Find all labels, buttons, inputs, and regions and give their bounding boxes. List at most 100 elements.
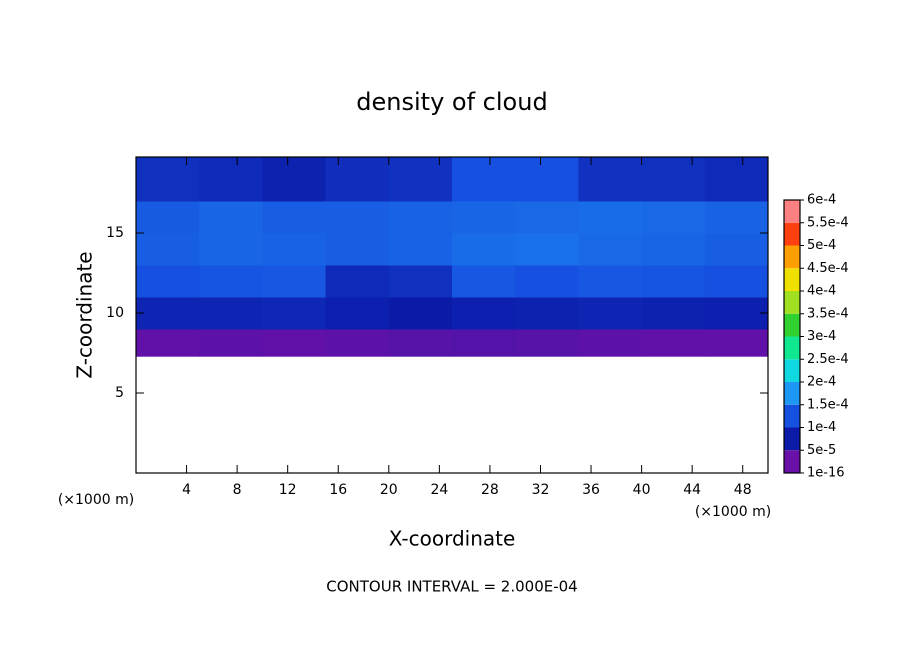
x-tick-label: 44	[683, 482, 701, 498]
contour-cell	[262, 201, 327, 234]
x-tick-label: 24	[430, 482, 448, 498]
contour-cell	[704, 329, 769, 357]
contour-cell	[578, 297, 643, 330]
x-unit-label: (×1000 m)	[695, 504, 771, 520]
contour-cell	[515, 329, 579, 357]
colorbar-band	[784, 313, 800, 337]
colorbar-band	[784, 404, 800, 428]
contour-cell	[388, 233, 453, 266]
contour-cell	[515, 157, 579, 202]
colorbar-band	[784, 222, 800, 246]
contour-cell	[262, 329, 327, 357]
colorbar-label: 4e-4	[807, 284, 836, 299]
contour-cell	[325, 329, 390, 357]
contour-cell	[578, 201, 643, 234]
x-tick-label: 8	[233, 482, 242, 498]
x-tick-label: 20	[380, 482, 398, 498]
colorbar-label: 3.5e-4	[807, 306, 849, 321]
colorbar-label: 1e-16	[807, 466, 845, 481]
contour-cell	[325, 265, 390, 298]
contour-cell	[704, 157, 769, 202]
contour-cell	[452, 201, 516, 234]
contour-cell	[136, 297, 200, 330]
contour-cell	[452, 157, 516, 202]
contour-cell	[199, 265, 263, 298]
x-unit-label: (×1000 m)	[58, 492, 134, 508]
colorbar-label: 3e-4	[807, 329, 836, 344]
colorbar-label: 5.5e-4	[807, 215, 849, 230]
contour-cell	[136, 233, 200, 266]
y-tick-label: 15	[106, 225, 124, 241]
y-axis-label: Z-coordinate	[73, 251, 97, 378]
contour-cell	[199, 329, 263, 357]
x-tick-label: 48	[734, 482, 752, 498]
contour-cell	[452, 329, 516, 357]
contour-cell	[262, 157, 327, 202]
contour-cell	[704, 297, 769, 330]
colorbar-label: 1e-4	[807, 420, 836, 435]
contour-cell	[641, 201, 706, 234]
colorbar-label: 6e-4	[807, 193, 836, 208]
colorbar-label: 5e-5	[807, 443, 836, 458]
x-tick-label: 40	[633, 482, 651, 498]
colorbar-band	[784, 291, 800, 314]
contour-cell	[704, 201, 769, 234]
colorbar-band	[784, 336, 800, 360]
colorbar-band	[784, 200, 800, 223]
contour-cell	[199, 297, 263, 330]
contour-cell	[578, 233, 643, 266]
colorbar-label: 1.5e-4	[807, 397, 849, 412]
contour-cell	[641, 297, 706, 330]
contour-cell	[452, 265, 516, 298]
contour-cell	[388, 157, 453, 202]
colorbar-band	[784, 382, 800, 405]
contour-cell	[578, 157, 643, 202]
contour-cell	[325, 201, 390, 234]
contour-cell	[704, 265, 769, 298]
colorbar-label: 2e-4	[807, 375, 836, 390]
contour-cell	[325, 157, 390, 202]
x-axis-label: X-coordinate	[389, 527, 516, 551]
contour-cell	[515, 233, 579, 266]
y-tick-label: 5	[115, 385, 124, 401]
colorbar-label: 4.5e-4	[807, 261, 849, 276]
contour-cell	[325, 297, 390, 330]
x-tick-label: 16	[329, 482, 347, 498]
x-tick-label: 4	[182, 482, 191, 498]
contour-cell	[199, 201, 263, 234]
contour-cell	[704, 233, 769, 266]
contour-cell	[199, 233, 263, 266]
colorbar-label: 5e-4	[807, 238, 836, 253]
x-tick-label: 36	[582, 482, 600, 498]
contour-cell	[578, 329, 643, 357]
contour-cell	[388, 297, 453, 330]
contour-cell	[452, 233, 516, 266]
contour-cell	[515, 265, 579, 298]
contour-cell	[641, 233, 706, 266]
x-tick-label: 28	[481, 482, 499, 498]
contour-cell	[136, 329, 200, 357]
contour-cell	[515, 297, 579, 330]
contour-cell	[325, 233, 390, 266]
colorbar-band	[784, 268, 800, 291]
contour-cell	[262, 297, 327, 330]
colorbar-band	[784, 359, 800, 382]
chart-title: density of cloud	[356, 88, 547, 116]
contour-cell	[515, 201, 579, 234]
footer-note: CONTOUR INTERVAL = 2.000E-04	[326, 578, 577, 596]
x-tick-label: 32	[532, 482, 550, 498]
contour-cell	[578, 265, 643, 298]
contour-cell	[199, 157, 263, 202]
contour-cell	[641, 329, 706, 357]
y-tick-label: 10	[106, 305, 124, 321]
colorbar-label: 2.5e-4	[807, 352, 849, 367]
contour-cell	[136, 201, 200, 234]
contour-cell	[388, 265, 453, 298]
contour-cell	[452, 297, 516, 330]
contour-cell	[641, 265, 706, 298]
contour-cell	[388, 329, 453, 357]
contour-cell	[136, 265, 200, 298]
colorbar-band	[784, 427, 800, 451]
x-tick-label: 12	[279, 482, 297, 498]
